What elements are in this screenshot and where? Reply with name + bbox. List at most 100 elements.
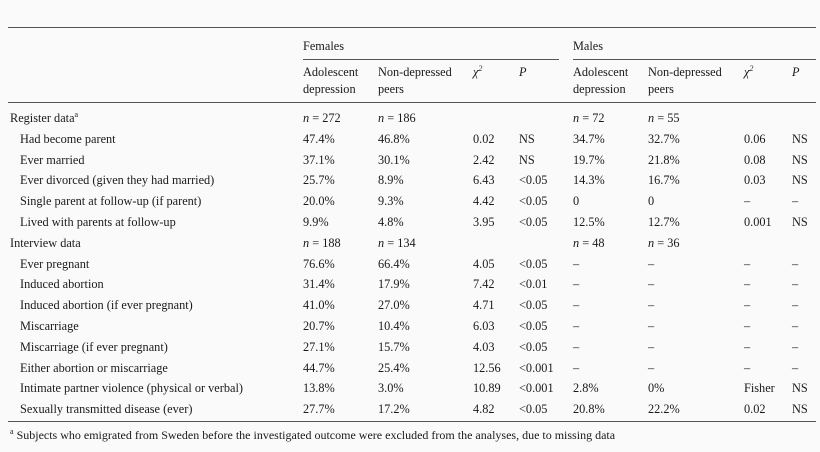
- males-rule: [573, 59, 816, 60]
- cell-females-adolescent: 41.0%: [303, 298, 335, 312]
- header-rule: [8, 102, 816, 103]
- group-header-females: Females: [303, 39, 344, 53]
- cell-females-adolescent: 44.7%: [303, 361, 335, 375]
- cell-males-p: –: [792, 319, 799, 333]
- col-header-p-m: P: [792, 65, 800, 79]
- col-header-nondepressed-m: Non-depressed peers: [648, 65, 722, 96]
- cell-females-adolescent: n = 272: [303, 111, 341, 125]
- cell-females-nondepressed: 3.0%: [378, 381, 404, 395]
- cell-males-chi2: Fisher: [744, 381, 775, 395]
- cell-females-adolescent: 25.7%: [303, 173, 335, 187]
- cell-males-chi2: –: [744, 194, 751, 208]
- section-label: Interview data: [10, 236, 81, 250]
- cell-males-adolescent: n = 72: [573, 111, 605, 125]
- cell-males-chi2: –: [744, 298, 751, 312]
- cell-females-p: <0.05: [519, 215, 548, 229]
- cell-males-p: –: [792, 277, 799, 291]
- cell-females-nondepressed: n = 186: [378, 111, 416, 125]
- bottom-rule: [8, 421, 816, 422]
- cell-males-nondepressed: n = 36: [648, 236, 680, 250]
- cell-females-chi2: 4.05: [473, 257, 495, 271]
- cell-females-adolescent: 76.6%: [303, 257, 335, 271]
- cell-males-nondepressed: 0%: [648, 381, 665, 395]
- cell-males-adolescent: –: [573, 319, 580, 333]
- cell-males-chi2: 0.06: [744, 132, 766, 146]
- cell-males-chi2: 0.02: [744, 402, 766, 416]
- cell-females-adolescent: n = 188: [303, 236, 341, 250]
- row-label: Ever pregnant: [20, 257, 90, 271]
- cell-females-chi2: 4.42: [473, 194, 495, 208]
- cell-males-nondepressed: –: [648, 257, 655, 271]
- cell-males-chi2: –: [744, 319, 751, 333]
- cell-males-nondepressed: –: [648, 298, 655, 312]
- cell-males-chi2: 0.001: [744, 215, 772, 229]
- cell-females-nondepressed: 17.9%: [378, 277, 410, 291]
- cell-females-adolescent: 31.4%: [303, 277, 335, 291]
- cell-females-nondepressed: 30.1%: [378, 153, 410, 167]
- cell-males-p: –: [792, 340, 799, 354]
- cell-males-nondepressed: 16.7%: [648, 173, 680, 187]
- cell-males-chi2: 0.08: [744, 153, 766, 167]
- cell-males-chi2: –: [744, 277, 751, 291]
- cell-males-chi2: –: [744, 361, 751, 375]
- cell-males-nondepressed: –: [648, 319, 655, 333]
- cell-males-nondepressed: 32.7%: [648, 132, 680, 146]
- cell-males-adolescent: 19.7%: [573, 153, 605, 167]
- cell-females-adolescent: 13.8%: [303, 381, 335, 395]
- cell-males-p: –: [792, 257, 799, 271]
- cell-males-nondepressed: –: [648, 277, 655, 291]
- females-rule: [303, 59, 559, 60]
- cell-females-chi2: 6.03: [473, 319, 495, 333]
- cell-females-adolescent: 20.7%: [303, 319, 335, 333]
- cell-males-p: –: [792, 298, 799, 312]
- cell-males-chi2: 0.03: [744, 173, 766, 187]
- cell-males-nondepressed: 12.7%: [648, 215, 680, 229]
- cell-males-adolescent: 0: [573, 194, 580, 208]
- row-label: Miscarriage (if ever pregnant): [20, 340, 168, 354]
- cell-females-p: <0.05: [519, 257, 548, 271]
- cell-males-p: NS: [792, 381, 808, 395]
- cell-females-chi2: 4.03: [473, 340, 495, 354]
- cell-females-chi2: 2.42: [473, 153, 495, 167]
- cell-males-adolescent: –: [573, 277, 580, 291]
- row-label: Ever divorced (given they had married): [20, 173, 215, 187]
- cell-males-adolescent: 2.8%: [573, 381, 599, 395]
- cell-males-nondepressed: 0: [648, 194, 655, 208]
- col-header-chi-f: χ2: [473, 63, 483, 79]
- row-label: Induced abortion: [20, 277, 104, 291]
- cell-females-p: <0.05: [519, 340, 548, 354]
- cell-females-p: <0.05: [519, 402, 548, 416]
- cell-females-adolescent: 27.7%: [303, 402, 335, 416]
- cell-females-chi2: 12.56: [473, 361, 501, 375]
- col-header-p-f: P: [519, 65, 527, 79]
- cell-males-adolescent: 12.5%: [573, 215, 605, 229]
- row-label: Induced abortion (if ever pregnant): [20, 298, 193, 312]
- cell-males-p: –: [792, 361, 799, 375]
- cell-males-adolescent: 14.3%: [573, 173, 605, 187]
- cell-males-p: NS: [792, 402, 808, 416]
- cell-females-adolescent: 37.1%: [303, 153, 335, 167]
- cell-males-chi2: –: [744, 340, 751, 354]
- cell-males-chi2: –: [744, 257, 751, 271]
- top-rule: [8, 27, 816, 28]
- cell-females-adolescent: 27.1%: [303, 340, 335, 354]
- row-label: Either abortion or miscarriage: [20, 361, 168, 375]
- row-label: Single parent at follow-up (if parent): [20, 194, 202, 208]
- cell-females-p: <0.05: [519, 173, 548, 187]
- cell-females-chi2: 3.95: [473, 215, 495, 229]
- cell-females-chi2: 7.42: [473, 277, 495, 291]
- cell-females-chi2: 0.02: [473, 132, 495, 146]
- cell-males-adolescent: –: [573, 361, 580, 375]
- cell-males-p: –: [792, 194, 799, 208]
- cell-females-p: <0.001: [519, 381, 554, 395]
- cell-males-p: NS: [792, 132, 808, 146]
- cell-females-chi2: 4.71: [473, 298, 495, 312]
- cell-males-nondepressed: –: [648, 361, 655, 375]
- cell-females-p: NS: [519, 153, 535, 167]
- cell-females-adolescent: 9.9%: [303, 215, 329, 229]
- row-label: Sexually transmitted disease (ever): [20, 402, 193, 416]
- cell-males-p: NS: [792, 153, 808, 167]
- cell-females-nondepressed: 4.8%: [378, 215, 404, 229]
- cell-females-p: <0.001: [519, 361, 554, 375]
